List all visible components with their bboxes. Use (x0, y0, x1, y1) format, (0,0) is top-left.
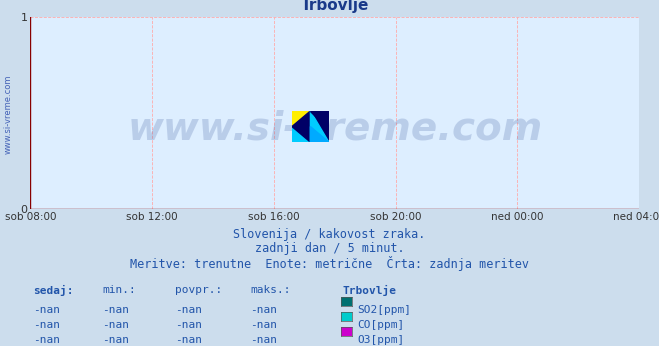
Text: -nan: -nan (175, 320, 202, 330)
Polygon shape (292, 111, 329, 142)
Text: -nan: -nan (102, 305, 129, 315)
Text: -nan: -nan (102, 320, 129, 330)
Text: Meritve: trenutne  Enote: metrične  Črta: zadnja meritev: Meritve: trenutne Enote: metrične Črta: … (130, 256, 529, 271)
Polygon shape (292, 127, 310, 142)
Text: -nan: -nan (33, 335, 60, 345)
Text: -nan: -nan (250, 320, 277, 330)
Text: -nan: -nan (33, 320, 60, 330)
Text: SO2[ppm]: SO2[ppm] (357, 305, 411, 315)
Text: povpr.:: povpr.: (175, 285, 222, 295)
Text: -nan: -nan (250, 305, 277, 315)
Text: maks.:: maks.: (250, 285, 291, 295)
Text: -nan: -nan (33, 305, 60, 315)
Text: O3[ppm]: O3[ppm] (357, 335, 405, 345)
Polygon shape (310, 111, 329, 142)
Text: sedaj:: sedaj: (33, 285, 73, 297)
Title: Trbovlje: Trbovlje (301, 0, 369, 13)
Text: -nan: -nan (250, 335, 277, 345)
Text: -nan: -nan (175, 305, 202, 315)
Text: www.si-vreme.com: www.si-vreme.com (127, 110, 542, 148)
Text: Trbovlje: Trbovlje (343, 285, 397, 297)
Polygon shape (292, 111, 310, 127)
Text: Slovenija / kakovost zraka.: Slovenija / kakovost zraka. (233, 228, 426, 242)
Text: -nan: -nan (175, 335, 202, 345)
Text: zadnji dan / 5 minut.: zadnji dan / 5 minut. (254, 242, 405, 255)
Polygon shape (310, 127, 329, 142)
Text: -nan: -nan (102, 335, 129, 345)
Text: min.:: min.: (102, 285, 136, 295)
Text: CO[ppm]: CO[ppm] (357, 320, 405, 330)
Polygon shape (310, 111, 329, 130)
Text: www.si-vreme.com: www.si-vreme.com (3, 74, 13, 154)
